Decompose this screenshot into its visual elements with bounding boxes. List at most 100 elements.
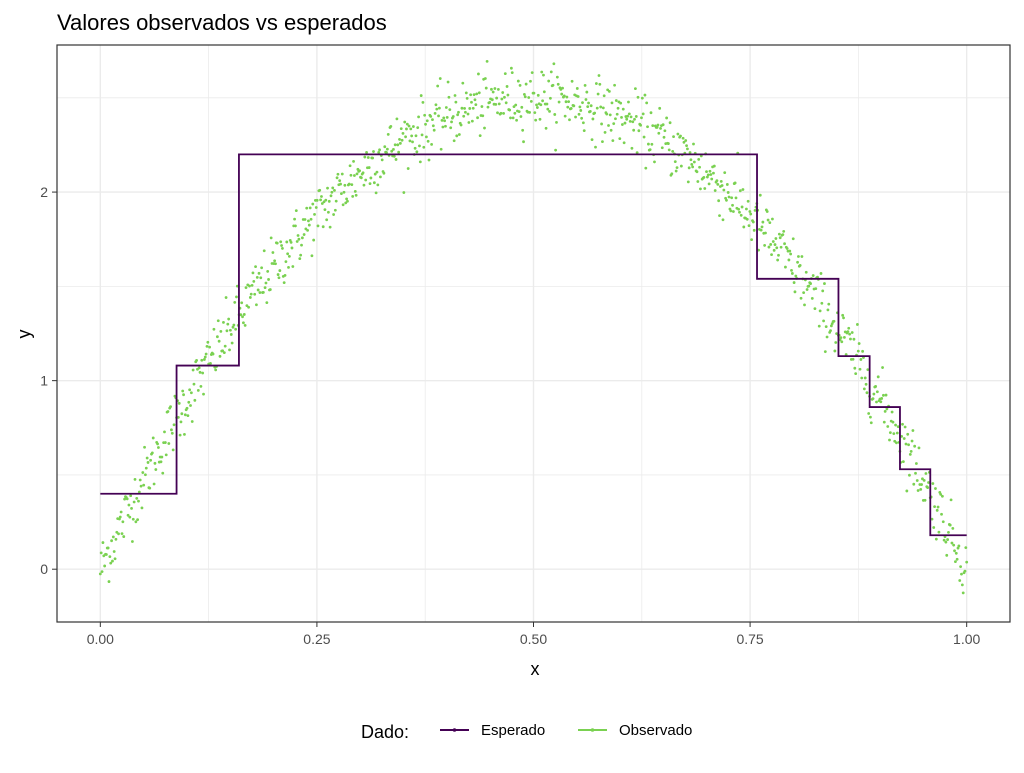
observed-point (825, 335, 829, 339)
observed-point (665, 116, 669, 120)
observed-point (850, 331, 854, 334)
observed-point (441, 125, 445, 129)
observed-point (166, 410, 170, 413)
observed-point (892, 432, 896, 436)
observed-point (649, 111, 653, 115)
observed-point (470, 100, 473, 104)
observed-point (406, 167, 410, 170)
observed-point (474, 103, 478, 107)
observed-point (363, 155, 367, 159)
observed-point (509, 116, 512, 120)
observed-point (684, 139, 688, 142)
observed-point (819, 272, 823, 275)
observed-point (444, 124, 447, 128)
observed-point (621, 107, 625, 111)
observed-point (294, 209, 298, 213)
observed-point (941, 520, 945, 524)
observed-point (670, 172, 674, 176)
observed-point (500, 97, 504, 101)
observed-point (650, 142, 654, 146)
observed-point (721, 218, 725, 222)
observed-point (366, 156, 370, 159)
observed-point (742, 225, 746, 229)
observed-point (276, 273, 280, 276)
observed-point (745, 207, 748, 211)
observed-point (426, 139, 430, 143)
observed-point (923, 498, 927, 502)
observed-point (875, 390, 879, 394)
observed-point (706, 173, 710, 177)
observed-point (285, 240, 289, 244)
observed-point (765, 210, 769, 213)
observed-point (668, 121, 672, 125)
observed-point (112, 550, 116, 553)
observed-point (106, 546, 110, 550)
observed-point (730, 196, 734, 200)
observed-point (215, 335, 219, 339)
observed-point (607, 124, 610, 127)
observed-point (183, 432, 186, 436)
observed-point (564, 100, 568, 104)
observed-point (242, 321, 245, 325)
observed-point (926, 486, 930, 489)
observed-point (542, 90, 546, 94)
observed-point (510, 71, 514, 75)
observed-point (811, 274, 815, 277)
observed-point (321, 225, 325, 229)
observed-point (937, 530, 941, 534)
observed-point (302, 233, 306, 236)
observed-point (413, 146, 417, 150)
observed-point (133, 478, 137, 481)
observed-point (884, 393, 888, 397)
observed-point (132, 500, 136, 504)
observed-point (333, 208, 337, 212)
observed-point (114, 537, 118, 541)
observed-point (123, 497, 126, 501)
observed-point (216, 319, 220, 323)
y-tick-label: 0 (40, 561, 48, 577)
observed-point (386, 133, 390, 136)
observed-point (509, 66, 513, 70)
observed-point (172, 423, 176, 427)
observed-point (930, 517, 934, 521)
observed-point (393, 143, 397, 147)
observed-point (336, 172, 340, 176)
observed-point (596, 92, 600, 96)
observed-point (218, 354, 222, 358)
observed-point (860, 376, 864, 380)
observed-point (392, 154, 396, 158)
observed-point (491, 90, 495, 94)
chart-title: Valores observados vs esperados (57, 10, 387, 35)
observed-point (452, 139, 456, 143)
y-tick-label: 2 (40, 184, 48, 200)
observed-point (456, 113, 460, 117)
observed-point (418, 160, 422, 164)
observed-point (846, 330, 850, 334)
observed-point (882, 420, 886, 424)
observed-point (882, 393, 885, 397)
observed-point (916, 489, 920, 492)
observed-point (703, 187, 707, 190)
observed-point (163, 441, 167, 444)
observed-point (723, 171, 727, 175)
observed-point (484, 86, 488, 90)
observed-point (933, 505, 936, 509)
observed-point (146, 461, 150, 464)
observed-point (915, 479, 919, 482)
observed-point (469, 93, 473, 97)
observed-point (463, 106, 466, 110)
observed-point (601, 106, 605, 110)
observed-point (740, 205, 744, 209)
observed-point (490, 98, 494, 102)
observed-point (719, 180, 723, 183)
observed-point (392, 147, 395, 151)
observed-point (738, 189, 742, 193)
observed-point (464, 91, 468, 95)
observed-point (958, 579, 962, 582)
observed-point (738, 210, 741, 214)
observed-point (358, 169, 362, 173)
observed-point (309, 217, 313, 221)
observed-point (563, 114, 567, 118)
observed-point (204, 352, 208, 356)
observed-point (523, 95, 527, 99)
